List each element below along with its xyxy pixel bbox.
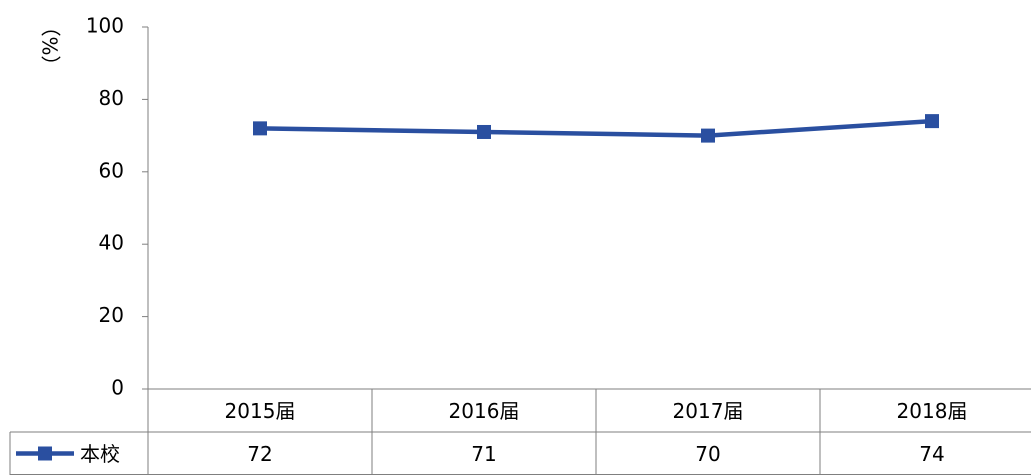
y-tick-label: 20 xyxy=(99,303,124,327)
y-axis-label: （%） xyxy=(38,16,62,75)
x-tick-label: 2018届 xyxy=(897,399,968,423)
x-tick-label: 2017届 xyxy=(673,399,744,423)
y-tick-label: 40 xyxy=(99,231,124,255)
marker xyxy=(253,121,267,136)
table-value: 74 xyxy=(919,442,944,466)
x-tick-label: 2015届 xyxy=(225,399,296,423)
y-tick-label: 80 xyxy=(99,86,124,110)
x-tick-label: 2016届 xyxy=(449,399,520,423)
legend-marker xyxy=(38,446,52,461)
line xyxy=(259,118,933,138)
table-value: 72 xyxy=(247,442,272,466)
marker xyxy=(701,128,715,143)
y-tick-label: 100 xyxy=(86,14,124,38)
y-tick-label: 60 xyxy=(99,158,124,182)
y-tick-label: 0 xyxy=(111,376,124,400)
table-value: 71 xyxy=(471,442,496,466)
table-value: 70 xyxy=(695,442,720,466)
marker xyxy=(925,114,939,129)
marker xyxy=(477,124,491,139)
legend-label: 本校 xyxy=(80,442,120,466)
